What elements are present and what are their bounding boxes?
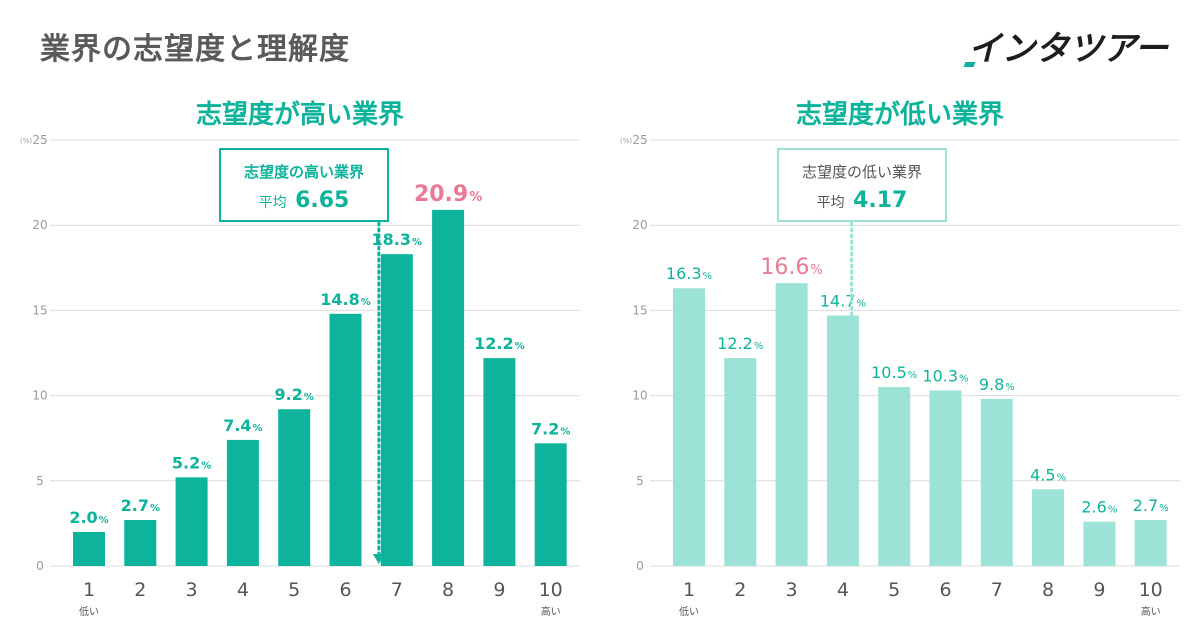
bar	[483, 358, 516, 566]
x-tick-label: 4	[237, 579, 249, 601]
brand-name: インタツアー	[968, 29, 1169, 69]
bar-value-label: 7.4%	[223, 416, 262, 435]
brand-logo: インタツアー	[963, 29, 1169, 69]
average-box-label: 志望度の低い業界	[802, 163, 922, 181]
bar-value-label: 16.6%	[760, 255, 822, 280]
y-tick-label: 0	[636, 559, 644, 573]
bar-value-label: 12.2%	[717, 334, 763, 353]
page-title: 業界の志望度と理解度	[40, 32, 350, 67]
bar	[1032, 489, 1065, 566]
bar	[124, 519, 157, 566]
x-tick-label: 5	[888, 579, 900, 601]
bar-value-label: 9.8%	[979, 375, 1015, 394]
x-tick-label: 9	[1093, 579, 1105, 601]
x-tick-label: 2	[734, 579, 746, 601]
x-tick-sublabel: 低い	[679, 605, 699, 618]
brand-accent-mark	[963, 62, 976, 67]
bar-value-label: 14.8%	[320, 290, 371, 309]
bar-value-label: 2.0%	[69, 508, 108, 527]
bar	[432, 209, 465, 566]
chart-title: 志望度が低い業界	[796, 99, 1004, 130]
y-tick-label: 5	[636, 474, 644, 488]
y-tick-label: 5	[36, 474, 44, 488]
bar-value-label: 18.3%	[372, 230, 423, 249]
x-tick-sublabel: 高い	[541, 605, 561, 618]
y-tick-label: 20	[632, 218, 647, 232]
y-unit-label: (%)	[620, 137, 632, 145]
bar	[380, 254, 413, 566]
y-tick-label: 15	[632, 303, 647, 317]
x-tick-label: 7	[991, 579, 1003, 601]
x-tick-label: 5	[288, 579, 300, 601]
x-tick-label: 3	[786, 579, 798, 601]
bar	[929, 390, 962, 566]
y-tick-label: 10	[632, 389, 647, 403]
x-tick-label: 10	[539, 579, 563, 601]
y-tick-label: 15	[32, 303, 47, 317]
bar	[724, 358, 757, 566]
bar	[534, 443, 567, 566]
bar	[775, 283, 808, 566]
bar-value-label: 5.2%	[172, 453, 211, 472]
average-arrow-icon	[845, 554, 858, 564]
x-tick-label: 6	[339, 579, 351, 601]
bar-value-label: 2.6%	[1081, 498, 1117, 517]
average-arrow-icon	[372, 554, 385, 564]
bar-value-label: 9.2%	[275, 385, 314, 404]
bar	[329, 313, 362, 566]
bar	[175, 477, 208, 566]
x-tick-label: 1	[683, 579, 695, 601]
bar-value-label: 14.7%	[820, 292, 866, 311]
y-tick-label: 20	[32, 218, 47, 232]
x-tick-label: 7	[391, 579, 403, 601]
bar	[878, 387, 911, 566]
y-tick-label: 25	[632, 133, 647, 147]
bar	[980, 399, 1013, 566]
bar-value-label: 12.2%	[474, 334, 525, 353]
low-preference-chart: 志望度が低い業界 (%) 0 5 10 15 20 25 16.3% 1 低い 12.2% 2 16.6%…	[620, 99, 1180, 618]
bar	[1083, 521, 1116, 566]
y-tick-label: 10	[32, 389, 47, 403]
bar-value-label: 10.3%	[922, 366, 968, 385]
average-box-value: 平均 4.17	[817, 188, 908, 213]
x-tick-label: 2	[134, 579, 146, 601]
average-box	[777, 148, 947, 222]
x-tick-label: 10	[1139, 579, 1163, 601]
bar	[73, 531, 105, 566]
y-unit-label: (%)	[20, 137, 32, 145]
bar	[226, 439, 259, 566]
bar-value-label: 10.5%	[871, 363, 917, 382]
x-tick-label: 8	[1042, 579, 1054, 601]
chart-title: 志望度が高い業界	[196, 99, 404, 130]
y-tick-label: 0	[36, 559, 44, 573]
bar	[826, 315, 859, 566]
y-tick-label: 25	[32, 133, 47, 147]
bar-value-label: 20.9%	[414, 182, 482, 207]
average-box-label: 志望度の高い業界	[244, 163, 364, 181]
x-tick-label: 9	[493, 579, 505, 601]
x-tick-label: 6	[939, 579, 951, 601]
x-tick-sublabel: 高い	[1141, 605, 1161, 618]
bar	[1134, 519, 1167, 566]
bar-value-label: 4.5%	[1030, 465, 1066, 484]
bar-value-label: 2.7%	[121, 496, 160, 515]
bar-value-label: 7.2%	[531, 419, 570, 438]
x-tick-label: 8	[442, 579, 454, 601]
bar	[278, 409, 311, 566]
average-box-value: 平均 6.65	[259, 188, 350, 213]
average-box	[219, 148, 389, 222]
x-tick-label: 3	[186, 579, 198, 601]
bar	[673, 288, 705, 566]
x-tick-label: 1	[83, 579, 95, 601]
x-tick-label: 4	[837, 579, 849, 601]
bar-value-label: 2.7%	[1133, 496, 1169, 515]
high-preference-chart: 志望度が高い業界 (%) 0 5 10 15 20 25 2.0% 1 低い 2.7% 2 5.2% 3 7.…	[20, 99, 580, 618]
x-tick-sublabel: 低い	[79, 605, 99, 618]
bar-value-label: 16.3%	[666, 264, 712, 283]
